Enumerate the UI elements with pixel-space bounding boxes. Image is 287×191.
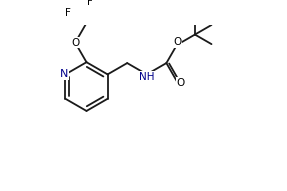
Text: NH: NH bbox=[139, 72, 154, 82]
Text: F: F bbox=[65, 8, 71, 19]
Text: O: O bbox=[174, 37, 182, 47]
Text: O: O bbox=[176, 78, 185, 88]
Text: O: O bbox=[71, 38, 79, 48]
Text: F: F bbox=[87, 0, 93, 7]
Text: N: N bbox=[60, 69, 69, 79]
